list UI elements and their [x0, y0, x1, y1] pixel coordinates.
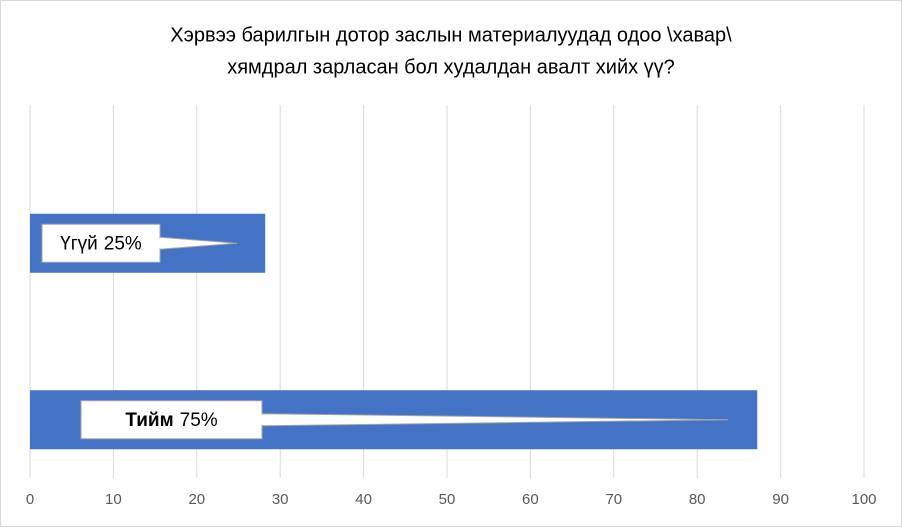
x-tick-label: 70	[605, 491, 622, 508]
chart-title: хямдрал зарласан бол худалдан авалт хийх…	[227, 56, 675, 78]
x-tick-label: 100	[851, 491, 876, 508]
annotation: 75%	[180, 410, 218, 431]
x-tick-label: 10	[105, 491, 122, 508]
callout-cover	[158, 238, 161, 249]
callout-cover	[260, 414, 263, 425]
x-tick-label: 30	[272, 491, 289, 508]
x-tick-label: 90	[772, 491, 789, 508]
x-tick-label: 60	[522, 491, 539, 508]
x-tick-label: 50	[439, 491, 456, 508]
x-tick-label: 20	[188, 491, 205, 508]
x-tick-label: 80	[689, 491, 706, 508]
data-label: Тийм 75%	[125, 410, 217, 431]
x-tick-label: 0	[26, 491, 34, 508]
annotation: 25%	[104, 233, 142, 254]
category-label: Үгүй	[60, 233, 98, 254]
chart-title: Хэрвээ барилгын дотор заслын материалууд…	[170, 24, 732, 46]
callout-box	[41, 223, 161, 263]
data-label: Үгүй 25%	[60, 233, 142, 254]
category-label: Тийм	[125, 410, 173, 431]
x-tick-label: 40	[355, 491, 372, 508]
